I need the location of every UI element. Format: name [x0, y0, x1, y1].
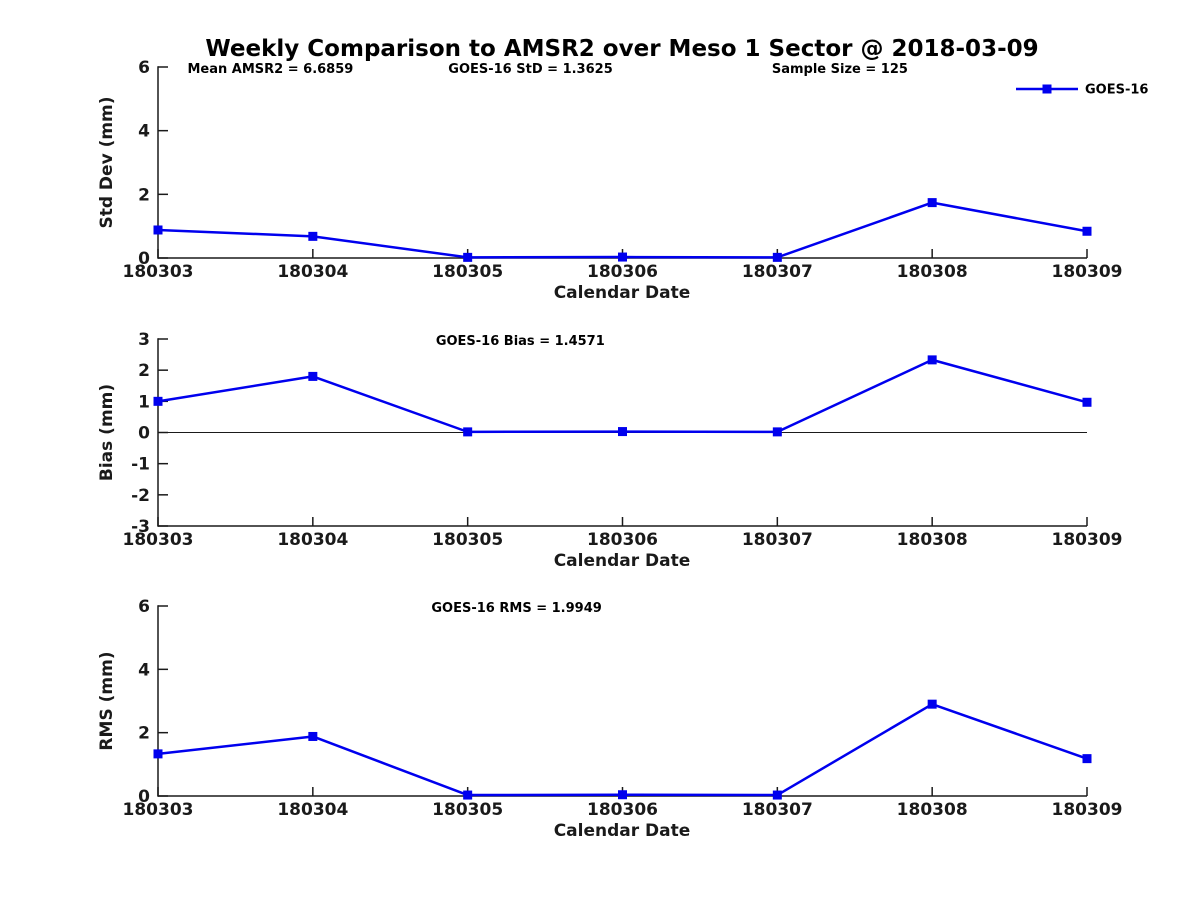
- series-line: [157, 702, 1088, 797]
- data-point-marker: [1082, 397, 1092, 407]
- y-tick-label: 4: [138, 660, 150, 680]
- annotation: GOES-16 Bias = 1.4571: [436, 334, 605, 349]
- data-point-marker: [618, 252, 627, 262]
- data-point-marker: [153, 396, 163, 406]
- y-tick-label: 3: [138, 330, 150, 350]
- data-point-marker: [153, 749, 163, 759]
- x-tick-label: 180307: [742, 800, 813, 820]
- data-point-marker: [463, 790, 473, 800]
- y-tick-label: -1: [131, 455, 150, 475]
- data-point-marker: [772, 252, 782, 262]
- x-tick-label: 180307: [742, 262, 813, 282]
- y-axis-label: RMS (mm): [97, 651, 117, 750]
- data-point-marker: [308, 731, 318, 741]
- data-point-marker: [618, 790, 627, 800]
- x-tick-label: 180305: [432, 800, 503, 820]
- y-tick-label: 0: [138, 424, 150, 444]
- annotation: Mean AMSR2 = 6.6859: [187, 62, 353, 77]
- y-tick-label: 2: [138, 185, 150, 205]
- x-axis-label: Calendar Date: [554, 283, 691, 303]
- legend-label: GOES-16: [1085, 83, 1148, 98]
- data-point-marker: [308, 231, 318, 241]
- y-axis-label: Bias (mm): [97, 384, 117, 481]
- series-line: [157, 358, 1088, 434]
- x-tick-label: 180304: [277, 800, 348, 820]
- y-tick-label: 2: [138, 724, 150, 744]
- data-point-marker: [1082, 226, 1092, 236]
- x-tick-label: 180308: [897, 800, 968, 820]
- x-tick-label: 180308: [897, 262, 968, 282]
- x-tick-label: 180306: [587, 262, 658, 282]
- y-tick-label: 0: [138, 787, 150, 807]
- x-axis-label: Calendar Date: [554, 551, 691, 571]
- data-point-marker: [463, 252, 473, 262]
- x-tick-label: 180304: [277, 530, 348, 550]
- data-point-marker: [927, 699, 937, 709]
- x-tick-label: 180308: [897, 530, 968, 550]
- x-tick-label: 180305: [432, 530, 503, 550]
- x-tick-label: 180303: [123, 800, 194, 820]
- y-tick-label: -2: [131, 486, 150, 506]
- chart-title: Weekly Comparison to AMSR2 over Meso 1 S…: [205, 36, 1038, 62]
- y-tick-label: 2: [138, 361, 150, 381]
- x-tick-label: 180303: [123, 262, 194, 282]
- y-tick-label: 0: [138, 249, 150, 269]
- legend: GOES-16: [1016, 83, 1148, 98]
- x-tick-label: 180309: [1052, 262, 1123, 282]
- x-tick-label: 180304: [277, 262, 348, 282]
- legend-marker: [1042, 84, 1052, 94]
- y-tick-label: -3: [131, 517, 150, 537]
- y-tick-label: 4: [138, 122, 150, 142]
- x-tick-label: 180303: [123, 530, 194, 550]
- x-tick-label: 180309: [1052, 800, 1123, 820]
- y-tick-label: 6: [138, 58, 150, 78]
- data-point-marker: [463, 427, 473, 437]
- data-point-marker: [772, 427, 782, 437]
- data-point-marker: [153, 225, 163, 235]
- y-tick-label: 6: [138, 597, 150, 617]
- annotation: GOES-16 StD = 1.3625: [448, 62, 612, 77]
- data-point-marker: [1082, 754, 1092, 764]
- x-tick-label: 180305: [432, 262, 503, 282]
- y-axis-label: Std Dev (mm): [97, 96, 117, 228]
- data-point-marker: [618, 427, 627, 437]
- subplot-bias: 180303 180304 180305 180306 180307 180308 1803…: [97, 330, 1122, 571]
- subplot-std-dev: 180303 180304 180305 180306 180307 180308 1803…: [97, 58, 1122, 303]
- annotation: Sample Size = 125: [772, 62, 908, 77]
- data-point-marker: [927, 355, 937, 365]
- annotation: GOES-16 RMS = 1.9949: [431, 601, 601, 616]
- subplot-rms: 180303 180304 180305 180306 180307 180308 1803…: [97, 597, 1122, 841]
- data-point-marker: [927, 198, 937, 208]
- data-point-marker: [772, 790, 782, 800]
- data-point-marker: [308, 371, 318, 381]
- y-tick-label: 1: [138, 392, 150, 412]
- x-axis-label: Calendar Date: [554, 821, 691, 841]
- x-tick-label: 180307: [742, 530, 813, 550]
- x-tick-label: 180309: [1052, 530, 1123, 550]
- x-tick-label: 180306: [587, 800, 658, 820]
- x-tick-label: 180306: [587, 530, 658, 550]
